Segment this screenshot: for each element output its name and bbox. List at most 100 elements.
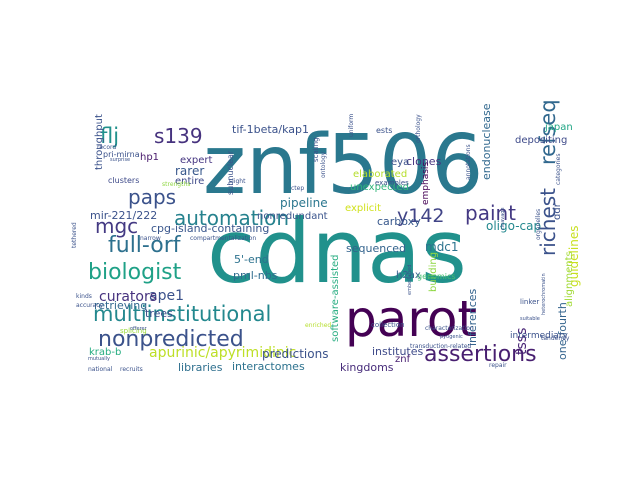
word-cloud-word: 5'-end [234,253,269,266]
word-cloud-word: examples [375,179,409,187]
word-cloud-word: offerer [130,326,148,332]
word-cloud-word: collection [371,321,405,329]
word-cloud-word: ape1 [149,288,184,304]
word-cloud-word: surprise [110,157,130,163]
word-cloud-word: cpg-island-containing [151,222,269,235]
word-cloud-word: narrow [140,235,161,242]
word-cloud-word: categories [555,154,562,185]
word-cloud-word: record [97,144,116,151]
word-cloud-word: mir-221/222 [90,209,157,222]
word-cloud-word: subnuclear [226,150,235,195]
word-cloud-word: assertions [424,342,537,367]
word-cloud-word: embellished [407,265,413,295]
word-cloud-word: explicit [345,203,381,214]
word-cloud-word: transduction-related [410,343,471,350]
word-cloud-word: splicing [120,327,147,335]
word-cloud-word: institutes [372,345,423,358]
word-cloud-word: elaborated [353,169,407,180]
word-cloud-word: suitable [520,316,540,322]
word-cloud-word: pipeline [280,196,328,210]
word-cloud-word: heterochromatin [541,273,547,315]
word-cloud-word: sequenced [346,242,406,255]
word-cloud-word: annotations [465,144,472,180]
word-cloud-word: guidelines [567,226,581,287]
word-cloud-word: mdc1 [425,240,459,254]
word-cloud-word: flj [100,124,119,148]
word-cloud-word: organelles [535,209,542,240]
word-cloud-word: inferences [466,288,479,346]
word-cloud-word: tif-1beta/kap1 [232,123,309,136]
word-cloud-word: nonredundant [257,211,328,222]
word-cloud-word: linker [520,298,539,306]
word-cloud-word: ctep [291,185,304,192]
word-cloud-word: intermediary [510,331,569,341]
word-cloud-word: paps [128,185,176,209]
word-cloud-word: pml-nbs [233,269,278,282]
word-cloud-word: biologist [88,260,182,285]
word-cloud-word: kinds [76,293,92,300]
word-cloud-word: mgc [95,214,138,238]
word-cloud-word: characterization [425,325,474,332]
word-cloud-word: uniform [348,114,355,137]
word-cloud-word: depositing [515,135,567,146]
word-cloud-word: predictions [262,347,328,361]
word-cloud-word: eya [391,157,409,168]
word-cloud-word: retrieving [94,299,147,312]
word-cloud-word: cdnas [207,200,467,303]
word-cloud-word: znf506 [203,118,483,213]
word-cloud-word: throughput [94,114,105,170]
word-cloud-word: libraries [178,361,223,374]
word-cloud-word: y142 [397,205,445,227]
word-cloud-word: japan [544,122,573,133]
word-cloud-word: curators [99,289,157,305]
word-cloud-word: nonpredicted [98,327,244,352]
word-cloud-word: national [88,366,113,373]
word-cloud-word: recruits [120,366,143,373]
word-cloud-word: ddr [552,202,563,220]
word-cloud-word: automation [174,206,289,230]
word-cloud-word: s139 [154,124,203,148]
word-cloud-word: slight [229,178,246,185]
word-cloud-word: emphasis [421,162,431,205]
word-cloud-word: h2ax [396,270,421,281]
word-cloud-word: clones [406,155,442,168]
word-cloud-word: unexpected [350,182,409,193]
word-cloud-word: krab-b [89,347,121,358]
word-cloud-word: znf [395,354,411,365]
word-cloud-word: hp1 [140,152,159,163]
word-cloud-word: carboxy [377,215,421,228]
word-cloud-word: ests [376,126,392,135]
word-cloud-word: cleavage [500,207,506,230]
word-cloud-word: compartmentalization [190,235,256,242]
word-cloud-word: tandemly [541,335,570,342]
word-cloud-word: repair [489,362,507,369]
word-cloud-word: kingdoms [340,361,394,374]
word-cloud-word: tethered [71,222,78,248]
word-cloud-word: strengths [162,181,190,188]
word-cloud-word: full-orf [108,233,182,258]
word-cloud-word: alignments [564,251,575,307]
word-cloud-word: interactomes [232,360,305,373]
word-cloud-word: apurinic/apyrimidinic [149,345,296,361]
word-cloud-word: orthology [415,114,422,143]
word-cloud-word: ontology [320,151,327,178]
word-cloud-word: rarer [175,164,204,178]
word-cloud-word: expert [180,155,213,166]
word-cloud-word: genomics [417,272,456,281]
word-cloud-word: tsss [514,328,530,355]
word-cloud-word: paint [465,201,516,225]
word-cloud-word: enriched [305,322,331,329]
word-cloud-word: richest [536,188,560,256]
word-cloud-word: pyogenic [440,334,463,340]
word-cloud-word: refseq [536,99,560,165]
word-cloud-word: pri-mirna [103,150,140,159]
word-cloud-word: accuracy [76,302,104,309]
word-cloud-word: software-assisted [330,254,341,342]
word-cloud-word: oligo-cap [486,219,541,233]
word-cloud-word: building [428,252,439,292]
word-cloud-word: clusters [108,176,139,185]
